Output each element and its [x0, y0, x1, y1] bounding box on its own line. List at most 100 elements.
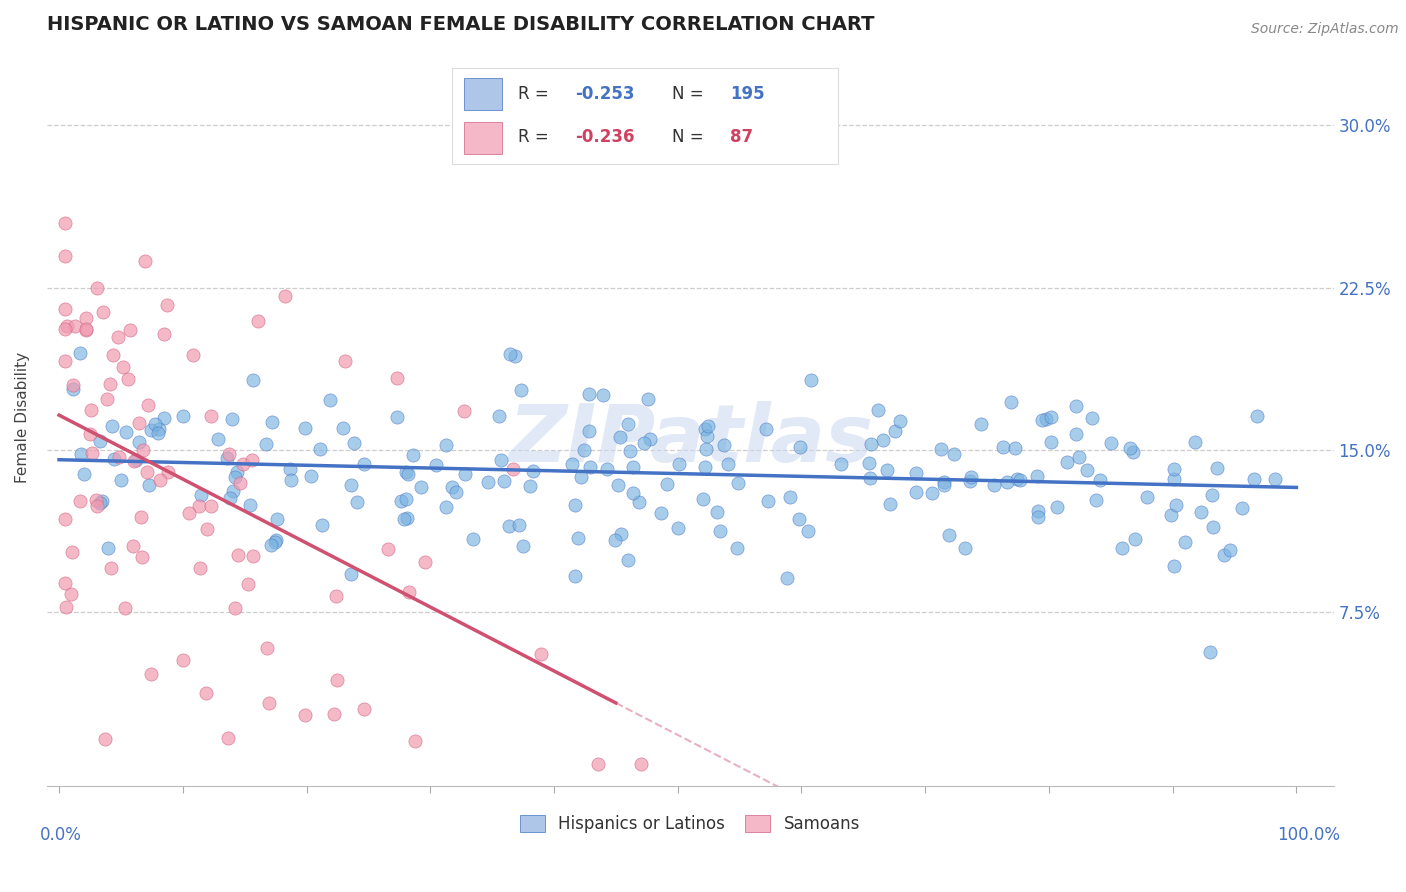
- Point: [136, 465, 159, 479]
- Point: [509, 383, 531, 397]
- Point: [1118, 441, 1140, 455]
- Point: [717, 457, 740, 471]
- Point: [1212, 548, 1234, 562]
- Point: [122, 454, 145, 468]
- Point: [53, 322, 76, 336]
- Point: [666, 521, 689, 535]
- Point: [257, 696, 280, 710]
- Point: [153, 327, 176, 342]
- Point: [179, 507, 201, 521]
- Point: [617, 417, 640, 431]
- Point: [692, 491, 714, 506]
- Point: [1230, 500, 1253, 515]
- Point: [713, 438, 735, 452]
- Point: [273, 289, 295, 303]
- Point: [219, 491, 242, 505]
- Point: [239, 498, 262, 512]
- Point: [872, 433, 894, 447]
- Point: [326, 673, 349, 688]
- Text: ZIPatlas: ZIPatlas: [508, 401, 873, 479]
- Point: [266, 533, 288, 547]
- Point: [294, 421, 316, 435]
- Point: [200, 499, 222, 513]
- Point: [1026, 468, 1049, 483]
- Text: 100.0%: 100.0%: [1277, 826, 1340, 844]
- Point: [529, 648, 551, 662]
- Point: [858, 456, 880, 470]
- Point: [190, 488, 212, 502]
- Point: [668, 457, 690, 471]
- Point: [592, 388, 614, 402]
- Point: [90, 493, 112, 508]
- Point: [156, 298, 179, 312]
- Point: [453, 404, 475, 418]
- Point: [262, 415, 284, 429]
- Point: [80, 403, 103, 417]
- Point: [172, 409, 194, 423]
- Point: [1088, 473, 1111, 487]
- Point: [86, 499, 108, 513]
- Point: [156, 465, 179, 479]
- Point: [621, 486, 644, 500]
- Point: [238, 577, 260, 591]
- Point: [508, 518, 530, 533]
- Point: [779, 490, 801, 504]
- Point: [776, 571, 799, 585]
- Point: [1184, 435, 1206, 450]
- Point: [215, 451, 238, 466]
- Point: [128, 416, 150, 430]
- Point: [1189, 505, 1212, 519]
- Point: [498, 519, 520, 533]
- Point: [240, 452, 263, 467]
- Point: [264, 535, 287, 549]
- Point: [70, 447, 93, 461]
- Point: [578, 424, 600, 438]
- Point: [488, 409, 510, 423]
- Point: [425, 458, 447, 472]
- Point: [218, 447, 240, 461]
- Point: [353, 702, 375, 716]
- Point: [395, 465, 418, 479]
- Point: [125, 453, 148, 467]
- Point: [224, 601, 246, 615]
- Point: [633, 436, 655, 450]
- Point: [232, 458, 254, 472]
- Point: [280, 473, 302, 487]
- Point: [69, 493, 91, 508]
- Point: [1099, 436, 1122, 450]
- Point: [1163, 461, 1185, 475]
- Point: [727, 476, 749, 491]
- Point: [53, 576, 76, 591]
- Point: [84, 492, 107, 507]
- Point: [138, 478, 160, 492]
- Point: [207, 433, 229, 447]
- Point: [141, 423, 163, 437]
- Point: [695, 442, 717, 456]
- Point: [758, 494, 780, 508]
- Point: [228, 476, 250, 491]
- Point: [953, 541, 976, 555]
- Point: [409, 480, 432, 494]
- Point: [696, 419, 718, 434]
- Point: [519, 479, 541, 493]
- Point: [402, 448, 425, 462]
- Point: [789, 441, 811, 455]
- Point: [222, 483, 245, 498]
- Point: [706, 505, 728, 519]
- Point: [146, 425, 169, 440]
- Point: [76, 311, 98, 326]
- Point: [879, 497, 901, 511]
- Point: [621, 459, 644, 474]
- Point: [395, 492, 418, 507]
- Point: [333, 354, 356, 368]
- Point: [564, 569, 586, 583]
- Point: [695, 422, 717, 436]
- Point: [512, 539, 534, 553]
- Point: [377, 541, 399, 556]
- Point: [108, 450, 131, 464]
- Point: [1163, 472, 1185, 486]
- Point: [107, 329, 129, 343]
- Point: [53, 353, 76, 368]
- Point: [1202, 519, 1225, 533]
- Point: [128, 434, 150, 449]
